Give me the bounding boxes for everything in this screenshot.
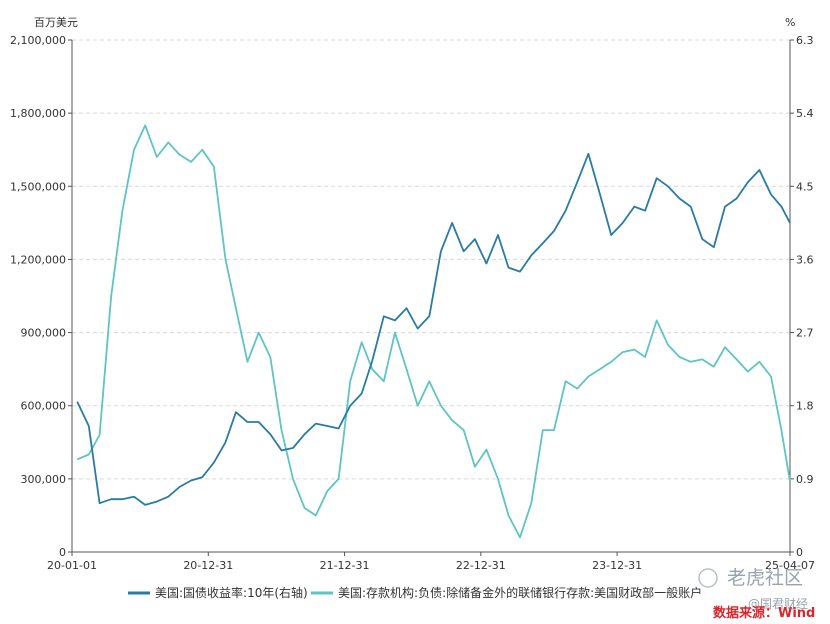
- right-tick-label: 3.6: [796, 253, 814, 266]
- right-tick-label: 6.3: [796, 34, 814, 47]
- watermark-sub-text: @国君财经: [748, 597, 808, 611]
- legend-label-tga: 美国:存款机构:负债:除储备金外的联储银行存款:美国财政部一般账户: [338, 585, 702, 600]
- x-axis-ticks: 20-01-01 20-12-31 21-12-31 22-12-31 23-12-31…: [47, 552, 815, 572]
- left-tick-label: 900,000: [21, 327, 67, 340]
- watermark: 老虎社区 @国君财经: [698, 567, 808, 611]
- x-tick-label: 21-12-31: [320, 559, 370, 572]
- x-tick-label: 23-12-31: [592, 559, 642, 572]
- series-line-treasury-yield: [76, 152, 791, 506]
- left-tick-label: 1,500,000: [10, 180, 66, 193]
- x-tick-label: 25-04-07: [765, 559, 815, 572]
- left-tick-label: 1,800,000: [10, 107, 66, 120]
- legend: 美国:国债收益率:10年(右轴) 美国:存款机构:负债:除储备金外的联储银行存款…: [128, 585, 702, 600]
- left-axis-unit: 百万美元: [34, 16, 78, 29]
- x-tick-label: 20-12-31: [183, 559, 233, 572]
- right-tick-label: 0.9: [796, 473, 814, 486]
- x-tick-label: 20-01-01: [47, 559, 97, 572]
- right-axis-unit: %: [785, 16, 795, 29]
- gridlines: [72, 39, 790, 480]
- legend-label-treasury-yield: 美国:国债收益率:10年(右轴): [155, 585, 308, 600]
- left-tick-label: 600,000: [21, 400, 67, 413]
- right-tick-label: 4.5: [796, 180, 814, 193]
- right-tick-label: 1.8: [796, 400, 814, 413]
- data-source: 数据来源：Wind: [713, 605, 815, 621]
- left-tick-label: 300,000: [21, 473, 67, 486]
- left-axis-ticks: 0 300,000 600,000 900,000 1,200,000 1,500,000…: [10, 34, 72, 559]
- x-tick-label: 22-12-31: [456, 559, 506, 572]
- left-tick-label: 0: [59, 546, 66, 559]
- right-tick-label: 0: [796, 546, 803, 559]
- watermark-main-text: 老虎社区: [727, 567, 803, 589]
- series-layer: [76, 124, 791, 539]
- left-tick-label: 2,100,000: [10, 34, 66, 47]
- series-line-tga: [76, 124, 791, 539]
- left-tick-label: 1,200,000: [10, 253, 66, 266]
- right-tick-label: 5.4: [796, 107, 814, 120]
- watermark-logo-icon: [698, 568, 718, 588]
- right-tick-label: 2.7: [796, 327, 814, 340]
- right-axis-ticks: 0 0.9 1.8 2.7 3.6 4.5 5.4 6.3: [790, 34, 814, 559]
